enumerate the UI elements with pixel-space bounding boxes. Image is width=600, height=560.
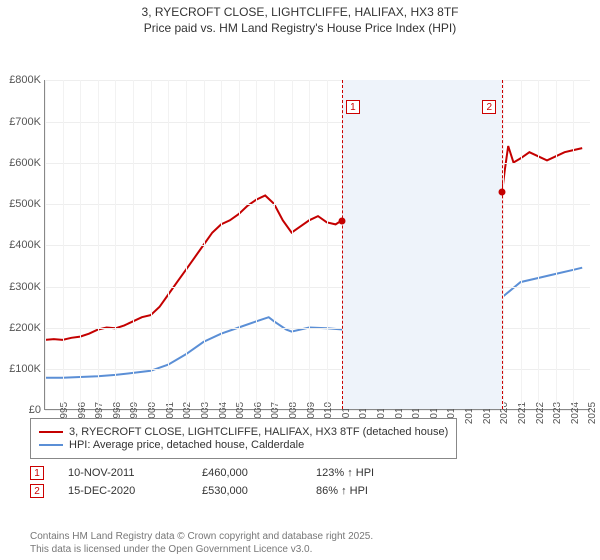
sale-ref-badge: 2 [482,100,496,114]
sales-table: 1 10-NOV-2011 £460,000 123% ↑ HPI 2 15-DEC-20… [30,462,374,502]
sale-marker [338,217,345,224]
sales-row: 2 15-DEC-2020 £530,000 86% ↑ HPI [30,484,374,498]
legend-item: HPI: Average price, detached house, Cald… [39,439,448,451]
y-tick-label: £300K [9,281,41,293]
chart-title-line2: Price paid vs. HM Land Registry's House … [0,20,600,36]
y-tick-label: £800K [9,74,41,86]
legend-item: 3, RYECROFT CLOSE, LIGHTCLIFFE, HALIFAX,… [39,426,448,438]
date-range-shade [342,80,502,409]
plot-region: £0£100K£200K£300K£400K£500K£600K£700K£80… [44,80,590,410]
y-tick-label: £0 [29,404,41,416]
x-tick-label: 2025 [573,402,598,424]
sale-ref-badge: 1 [346,100,360,114]
chart-title-line1: 3, RYECROFT CLOSE, LIGHTCLIFFE, HALIFAX,… [0,4,600,20]
sale-marker [499,188,506,195]
footer-line2: This data is licensed under the Open Gov… [30,544,373,557]
sales-row-delta: 123% ↑ HPI [316,467,374,479]
legend-swatch [39,444,63,446]
y-tick-label: £100K [9,363,41,375]
sale-refline [502,80,503,409]
y-tick-label: £500K [9,198,41,210]
sales-row-badge: 1 [30,466,44,480]
sales-row: 1 10-NOV-2011 £460,000 123% ↑ HPI [30,466,374,480]
footer-attribution: Contains HM Land Registry data © Crown c… [30,531,373,556]
legend-swatch [39,431,63,433]
sales-row-date: 15-DEC-2020 [68,485,178,497]
sales-row-date: 10-NOV-2011 [68,467,178,479]
chart-area: £0 £100K £200K £300K £400K £500K £600K £700K £80… [0,36,600,436]
legend-label: 3, RYECROFT CLOSE, LIGHTCLIFFE, HALIFAX,… [69,426,448,438]
sale-refline [342,80,343,409]
legend-label: HPI: Average price, detached house, Cald… [69,439,304,451]
sales-row-badge: 2 [30,484,44,498]
y-tick-label: £200K [9,322,41,334]
y-tick-label: £600K [9,157,41,169]
footer-line1: Contains HM Land Registry data © Crown c… [30,531,373,544]
sales-row-price: £460,000 [202,467,292,479]
sales-row-delta: 86% ↑ HPI [316,485,368,497]
y-tick-label: £400K [9,239,41,251]
legend: 3, RYECROFT CLOSE, LIGHTCLIFFE, HALIFAX,… [30,418,457,459]
y-tick-label: £700K [9,116,41,128]
sales-row-price: £530,000 [202,485,292,497]
